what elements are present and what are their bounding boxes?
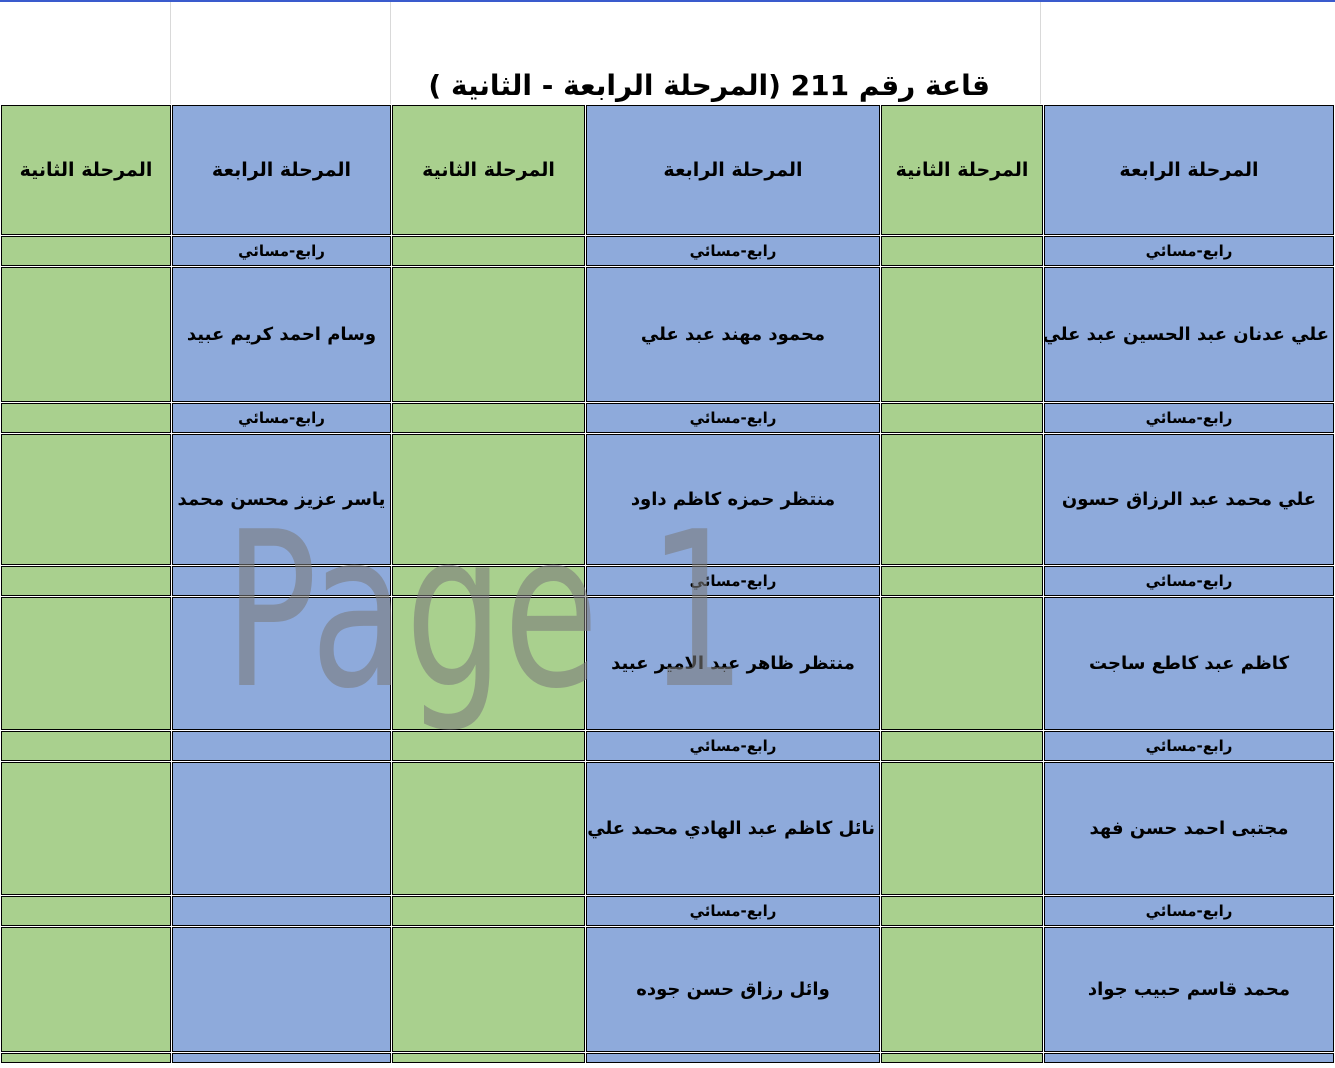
- header-cell-fourth-stage: المرحلة الرابعة: [586, 105, 880, 235]
- student-name-cell: محمود مهند عبد علي: [586, 267, 880, 402]
- empty-cell: [881, 762, 1043, 895]
- session-row: رابع-مسائي رابع-مسائي: [1, 566, 1334, 596]
- empty-cell: [172, 927, 391, 1052]
- names-row: نائل كاظم عبد الهادي محمد علي مجتبى احمد…: [1, 762, 1334, 895]
- empty-cell: [586, 1053, 880, 1063]
- empty-cell: [172, 597, 391, 730]
- student-name-cell: نائل كاظم عبد الهادي محمد علي: [586, 762, 880, 895]
- session-row: رابع-مسائي رابع-مسائي: [1, 896, 1334, 926]
- empty-cell: [1, 597, 171, 730]
- empty-cell: [392, 731, 585, 761]
- session-row: رابع-مسائي رابع-مسائي رابع-مسائي: [1, 236, 1334, 266]
- empty-cell: [881, 731, 1043, 761]
- empty-cell: [392, 1053, 585, 1063]
- empty-cell: [392, 896, 585, 926]
- student-name-cell: علي عدنان عبد الحسين عبد علي: [1044, 267, 1334, 402]
- session-cell: رابع-مسائي: [1044, 236, 1334, 266]
- header-cell-second-stage: المرحلة الثانية: [1, 105, 171, 235]
- session-cell: رابع-مسائي: [586, 896, 880, 926]
- empty-cell: [881, 896, 1043, 926]
- empty-cell: [172, 566, 391, 596]
- empty-cell: [392, 403, 585, 433]
- empty-cell: [881, 1053, 1043, 1063]
- session-cell: رابع-مسائي: [1044, 566, 1334, 596]
- student-name-cell: منتظر حمزه كاظم داود: [586, 434, 880, 565]
- student-name-cell: منتظر ظاهر عبد الامير عبيد: [586, 597, 880, 730]
- header-cell-fourth-stage: المرحلة الرابعة: [1044, 105, 1334, 235]
- header-cell-fourth-stage: المرحلة الرابعة: [172, 105, 391, 235]
- session-cell: رابع-مسائي: [586, 236, 880, 266]
- empty-cell: [1, 434, 171, 565]
- empty-cell: [881, 403, 1043, 433]
- session-cell: رابع-مسائي: [1044, 896, 1334, 926]
- session-cell: رابع-مسائي: [586, 731, 880, 761]
- empty-cell: [392, 566, 585, 596]
- student-name-cell: محمد قاسم حبيب جواد: [1044, 927, 1334, 1052]
- session-row: رابع-مسائي رابع-مسائي رابع-مسائي: [1, 403, 1334, 433]
- names-row: وائل رزاق حسن جوده محمد قاسم حبيب جواد: [1, 927, 1334, 1052]
- empty-cell: [172, 1053, 391, 1063]
- empty-cell: [1, 566, 171, 596]
- student-name-cell: مجتبى احمد حسن فهد: [1044, 762, 1334, 895]
- session-cell: رابع-مسائي: [586, 403, 880, 433]
- empty-cell: [1, 236, 171, 266]
- names-row: منتظر ظاهر عبد الامير عبيد كاظم عبد كاطع…: [1, 597, 1334, 730]
- empty-cell: [881, 597, 1043, 730]
- student-name-cell: كاظم عبد كاطع ساجت: [1044, 597, 1334, 730]
- session-cell: رابع-مسائي: [172, 236, 391, 266]
- empty-cell: [881, 236, 1043, 266]
- empty-cell: [1, 1053, 171, 1063]
- empty-cell: [881, 434, 1043, 565]
- gridline: [170, 2, 171, 104]
- empty-cell: [881, 927, 1043, 1052]
- empty-cell: [1, 762, 171, 895]
- empty-cell: [1, 267, 171, 402]
- header-row: المرحلة الثانية المرحلة الرابعة المرحلة …: [1, 105, 1334, 235]
- empty-cell: [392, 236, 585, 266]
- names-row: ياسر عزيز محسن محمد منتظر حمزه كاظم داود…: [1, 434, 1334, 565]
- gridline: [390, 2, 391, 104]
- empty-cell: [172, 896, 391, 926]
- student-name-cell: علي محمد عبد الرزاق حسون: [1044, 434, 1334, 565]
- empty-cell: [1, 927, 171, 1052]
- session-cell: رابع-مسائي: [1044, 731, 1334, 761]
- page-title: قاعة رقم 211 (المرحلة الرابعة - الثانية …: [428, 69, 990, 102]
- empty-cell: [881, 566, 1043, 596]
- seating-table: المرحلة الثانية المرحلة الرابعة المرحلة …: [0, 104, 1335, 1064]
- empty-cell: [1, 403, 171, 433]
- page-top-border: [0, 0, 1335, 2]
- empty-cell: [1, 731, 171, 761]
- names-row: وسام احمد كريم عبيد محمود مهند عبد علي ع…: [1, 267, 1334, 402]
- empty-cell: [392, 434, 585, 565]
- empty-cell: [392, 597, 585, 730]
- empty-cell: [1, 896, 171, 926]
- title-row: قاعة رقم 211 (المرحلة الرابعة - الثانية …: [0, 0, 1335, 104]
- student-name-cell: وسام احمد كريم عبيد: [172, 267, 391, 402]
- empty-cell: [172, 731, 391, 761]
- gridline: [1040, 2, 1041, 104]
- student-name-cell: ياسر عزيز محسن محمد: [172, 434, 391, 565]
- header-cell-second-stage: المرحلة الثانية: [392, 105, 585, 235]
- empty-cell: [881, 267, 1043, 402]
- empty-cell: [392, 267, 585, 402]
- header-cell-second-stage: المرحلة الثانية: [881, 105, 1043, 235]
- session-row: رابع-مسائي رابع-مسائي: [1, 731, 1334, 761]
- session-cell: رابع-مسائي: [586, 566, 880, 596]
- session-cell: رابع-مسائي: [172, 403, 391, 433]
- clipped-row: [1, 1053, 1334, 1063]
- student-name-cell: وائل رزاق حسن جوده: [586, 927, 880, 1052]
- empty-cell: [392, 762, 585, 895]
- session-cell: رابع-مسائي: [1044, 403, 1334, 433]
- empty-cell: [172, 762, 391, 895]
- empty-cell: [1044, 1053, 1334, 1063]
- empty-cell: [392, 927, 585, 1052]
